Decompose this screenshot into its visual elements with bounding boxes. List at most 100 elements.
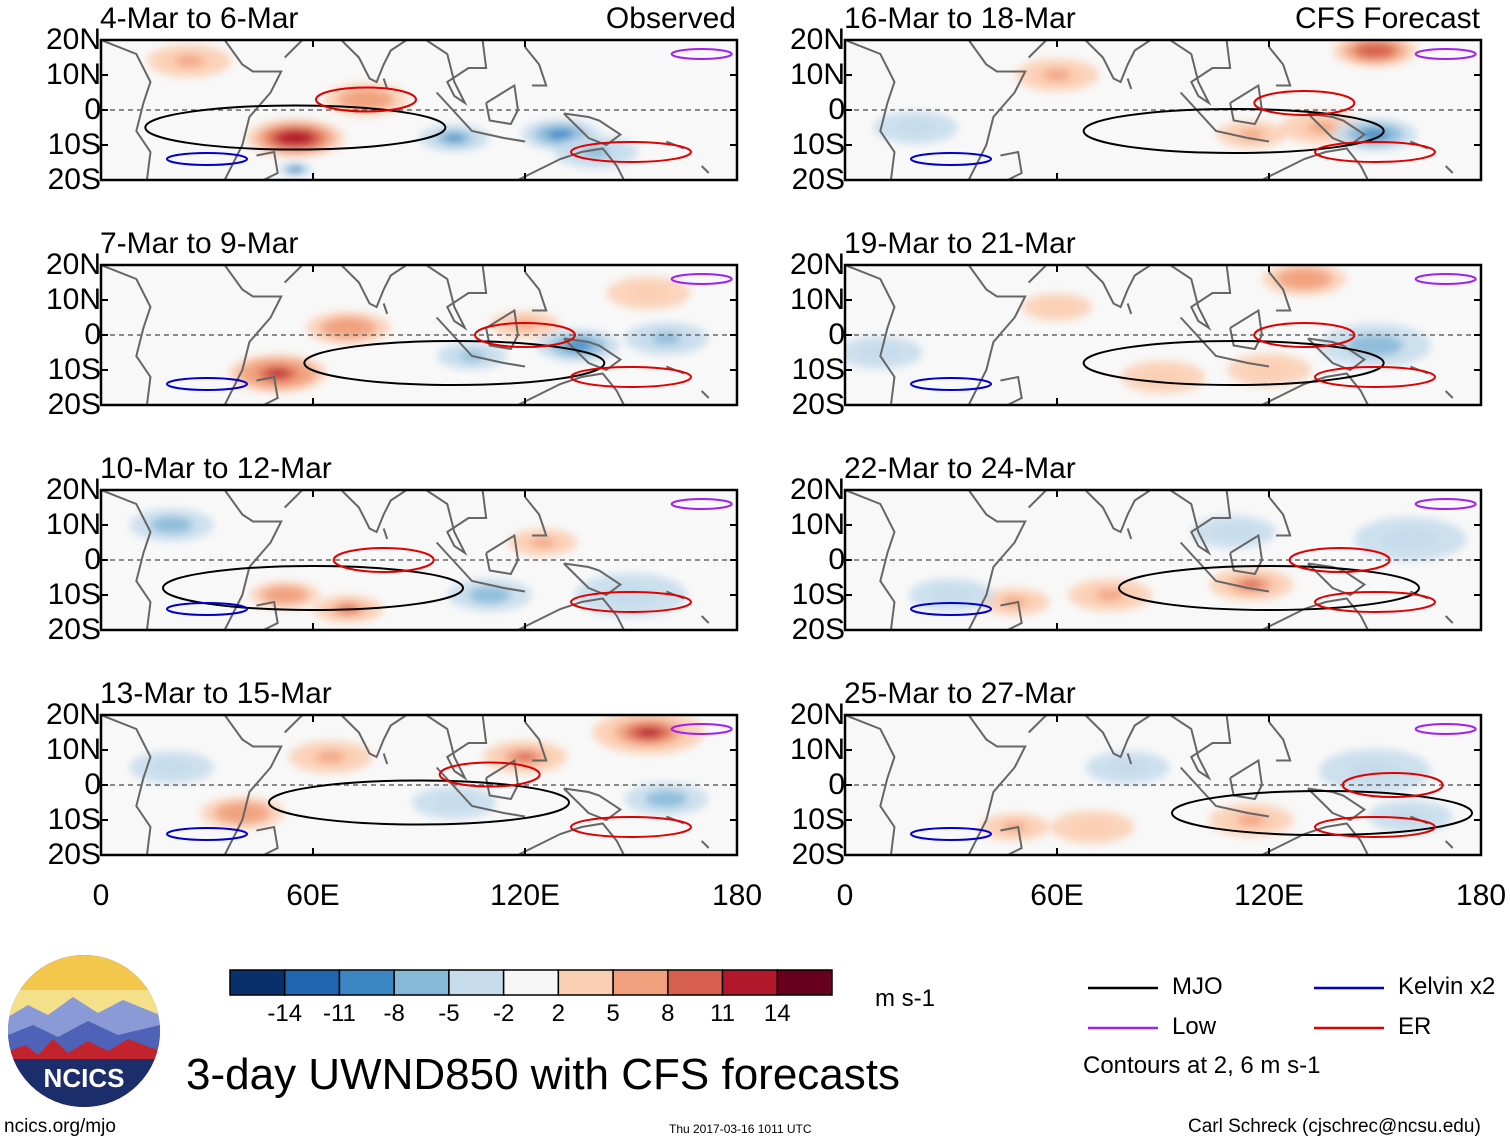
- er-contour: [1314, 816, 1436, 838]
- coastline: [1268, 46, 1292, 87]
- coastline: [700, 840, 710, 849]
- coastline: [435, 541, 526, 593]
- er-contour: [1314, 141, 1436, 163]
- y-tick-label: 10S: [47, 803, 101, 836]
- coastline: [256, 825, 279, 855]
- anomaly-blob-7: [627, 284, 670, 302]
- coastline: [223, 490, 283, 630]
- coastline: [967, 490, 1027, 630]
- coastline: [1179, 91, 1270, 143]
- coastline: [1229, 83, 1263, 126]
- coastline: [435, 91, 526, 143]
- anomaly-blob-4: [1039, 300, 1075, 314]
- filter-contours: [910, 48, 1477, 166]
- anomaly-blob-4: [547, 129, 574, 140]
- y-tick-label: 10N: [789, 283, 845, 316]
- panel-period-label: 22-Mar to 24-Mar: [844, 452, 1076, 485]
- x-tick-label: 180: [711, 879, 763, 912]
- anomaly-blob-2: [352, 94, 380, 105]
- x-tick-label: 60E: [1030, 879, 1084, 912]
- colorbar-units: m s-1: [875, 985, 935, 1012]
- coastline: [223, 715, 283, 855]
- coastline: [101, 490, 152, 630]
- filter-contours: [910, 723, 1477, 841]
- mjo-contour: [144, 104, 447, 151]
- y-tick-label: 10S: [791, 353, 845, 386]
- coastline: [845, 40, 896, 180]
- anomaly-blob-5: [652, 333, 681, 344]
- x-tick-label: 120E: [489, 879, 561, 912]
- coastline: [1268, 271, 1292, 312]
- mjo-contour: [268, 779, 570, 826]
- coastline: [1028, 715, 1048, 734]
- anomaly-blob-1: [228, 807, 257, 819]
- colorbar-swatch: [338, 969, 395, 996]
- filter-contours: [144, 48, 733, 166]
- coastline: [1169, 40, 1232, 106]
- anomaly-blob-5: [291, 168, 299, 171]
- legend-label: Kelvin x2: [1398, 973, 1496, 1000]
- coastline: [1268, 496, 1292, 537]
- coastline: [425, 40, 488, 106]
- mjo-contour: [162, 565, 464, 611]
- coastlines: [845, 40, 1454, 180]
- er-contour: [315, 86, 417, 113]
- coastline: [1169, 490, 1232, 556]
- coastline: [700, 390, 710, 399]
- map-panel-8: [843, 713, 1483, 857]
- low-contour: [670, 48, 733, 60]
- footer-author: Carl Schreck (cjschrec@ncsu.edu): [1188, 1116, 1481, 1137]
- colorbar-label: 11: [710, 1000, 735, 1027]
- coastline: [524, 271, 548, 312]
- colorbar-label: 2: [551, 1000, 566, 1027]
- coastline: [967, 715, 1027, 855]
- coastline: [1084, 40, 1153, 84]
- low-contour: [670, 273, 733, 285]
- anomaly-blob-5: [1382, 528, 1439, 550]
- coastline: [1259, 147, 1369, 180]
- map-panel-2: [99, 263, 739, 407]
- coastline: [382, 528, 389, 540]
- coastline: [1307, 112, 1367, 147]
- y-tick-label: 10N: [45, 508, 101, 541]
- colorbar-swatch: [393, 969, 450, 996]
- figure-title: 3-day UWND850 with CFS forecasts: [186, 1050, 900, 1099]
- y-tick-label: 20N: [789, 248, 845, 281]
- colorbar-label: -5: [438, 1000, 460, 1027]
- anomaly-blob-4: [1106, 759, 1149, 776]
- filter-contours: [910, 498, 1477, 616]
- coastline: [340, 490, 409, 534]
- contour-note: Contours at 2, 6 m s-1: [1083, 1052, 1321, 1079]
- y-tick-label: 0: [828, 318, 845, 351]
- coastline: [340, 265, 409, 309]
- map-panel-1: [99, 38, 739, 182]
- filter-contours: [162, 498, 733, 616]
- coastline: [1444, 390, 1454, 399]
- coastline: [1084, 490, 1153, 534]
- coastline: [1126, 528, 1133, 540]
- footer-url[interactable]: ncics.org/mjo: [4, 1116, 116, 1137]
- coastline: [967, 265, 1027, 405]
- y-tick-label: 20S: [47, 163, 101, 196]
- map-panel-4: [99, 713, 739, 857]
- map-panel-7: [843, 488, 1483, 632]
- anomaly-blob-4: [468, 586, 511, 604]
- panel-period-label: 4-Mar to 6-Mar: [100, 2, 299, 35]
- y-tick-label: 20N: [45, 248, 101, 281]
- y-tick-label: 20N: [45, 473, 101, 506]
- panel-source-tag: CFS Forecast: [1294, 2, 1480, 35]
- coastlines: [101, 490, 710, 630]
- coastline: [435, 766, 526, 818]
- coastline: [256, 375, 279, 405]
- anomaly-blob-4: [1212, 523, 1255, 541]
- coastline: [1169, 715, 1232, 781]
- anomaly-blob-2: [334, 322, 363, 334]
- kelvin-contour: [910, 827, 992, 841]
- y-tick-label: 20S: [791, 613, 845, 646]
- mjo-contour: [1082, 340, 1385, 386]
- coastline: [284, 715, 304, 734]
- kelvin-contour: [166, 602, 248, 616]
- colorbar-swatch: [502, 969, 560, 996]
- colorbar-label: -14: [267, 1000, 303, 1027]
